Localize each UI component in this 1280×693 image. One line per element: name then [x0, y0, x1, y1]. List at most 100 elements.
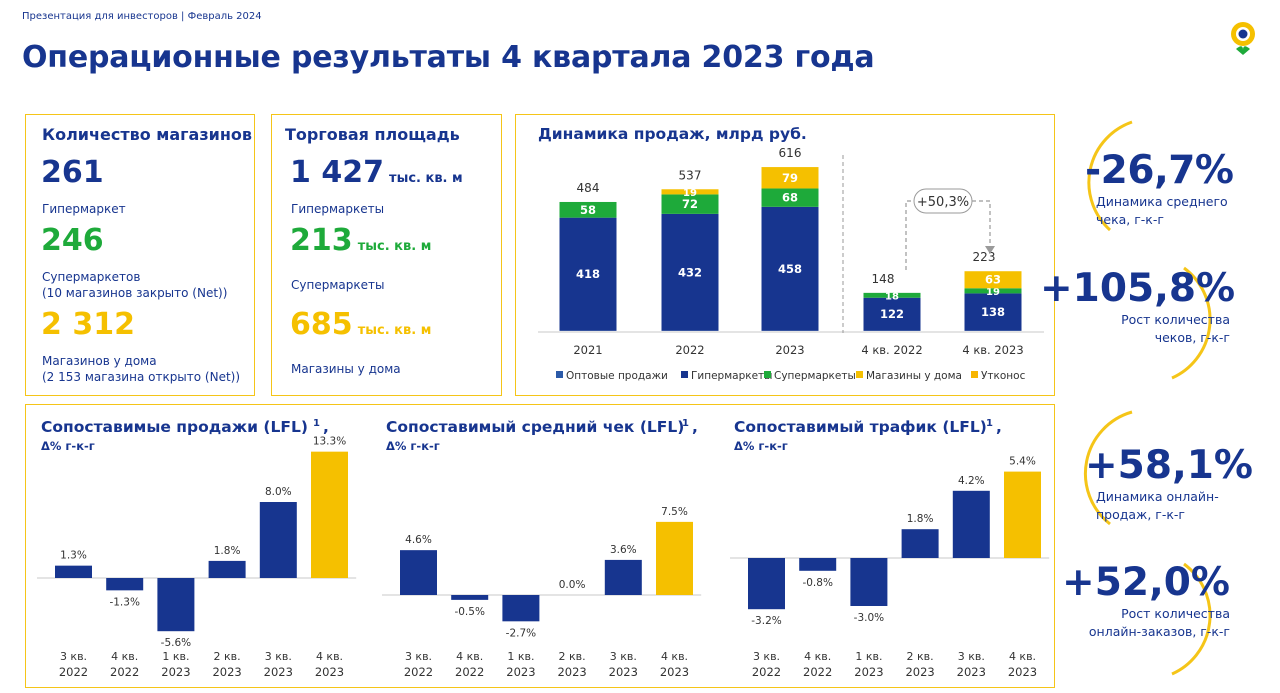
kpi-online-sales: +58,1% Динамика онлайн- продаж, г-к-г — [1085, 443, 1265, 524]
lfl-category-quarter: 4 кв. — [111, 650, 138, 663]
presentation-subtitle: Презентация для инвесторов | Февраль 202… — [22, 11, 262, 22]
lfl-category-quarter: 3 кв. — [265, 650, 292, 663]
sales-bar-segment — [964, 271, 1022, 289]
lfl-category-year: 2022 — [803, 665, 832, 679]
lfl-chart-title: Сопоставимый средний чек (LFL) — [386, 418, 684, 436]
kpi-online-orders-desc2: онлайн-заказов, г-к-г — [1088, 624, 1230, 639]
sales-category-label: 2021 — [573, 343, 602, 357]
stores-conv-value: 2 312 — [41, 307, 135, 342]
lfl-bar-label: -2.7% — [506, 627, 536, 639]
lfl-category-year: 2022 — [752, 665, 781, 679]
sales-annotation-arrow — [985, 246, 995, 254]
lfl-category-year: 2023 — [1008, 665, 1037, 679]
sales-segment-label: 432 — [678, 265, 702, 279]
sales-bar-segment — [559, 217, 617, 331]
sales-total-label: 616 — [779, 146, 802, 160]
kpi-avg-check-desc1: Динамика среднего — [1096, 194, 1228, 209]
lfl-bar-label: -3.2% — [751, 615, 781, 627]
sales-bar-segment — [761, 188, 819, 207]
lfl-bar — [157, 578, 195, 632]
sales-segment-label: 79 — [782, 171, 798, 185]
sales-total-label: 148 — [872, 272, 895, 286]
sales-segment-label: 122 — [880, 307, 904, 321]
sales-bar-segment — [964, 288, 1022, 294]
lfl-bar — [400, 550, 437, 595]
lfl-category-year: 2022 — [455, 665, 484, 679]
kpi-online-orders-desc1: Рост количества — [1121, 606, 1230, 621]
sales-segment-label: 63 — [985, 273, 1001, 287]
lfl-category-year: 2023 — [161, 665, 190, 679]
lfl-category-quarter: 4 кв. — [1009, 650, 1036, 663]
lfl-bar — [748, 558, 785, 610]
lfl-bar — [259, 502, 297, 578]
kpi-online-sales-value: +58,1% — [1085, 443, 1253, 488]
lfl-category-quarter: 4 кв. — [456, 650, 483, 663]
lfl-category-quarter: 1 кв. — [162, 650, 189, 663]
sales-bar-segment — [661, 194, 719, 214]
lfl-category-year: 2023 — [905, 665, 934, 679]
area-hyper-row: 1 427 тыс. кв. м — [290, 155, 463, 190]
stores-conv-note: (2 153 магазина открыто (Net)) — [42, 370, 241, 384]
sales-total-label: 223 — [973, 250, 996, 264]
sales-segment-label: 72 — [682, 197, 698, 211]
lfl-category-year: 2023 — [264, 665, 293, 679]
sales-annotation-text: +50,3% — [917, 195, 969, 210]
stores-conv-label: Магазинов у дома — [42, 354, 157, 368]
area-super-label: Супермаркеты — [291, 278, 385, 292]
sales-legend-label: Оптовые продажи — [566, 370, 668, 382]
lfl-bar — [311, 451, 348, 578]
kpi-online-orders-value: +52,0% — [1062, 560, 1230, 605]
sales-legend-swatch — [764, 371, 771, 378]
sales-legend-swatch — [856, 371, 863, 378]
sales-annotation-pill — [913, 188, 973, 214]
lfl-category-quarter: 2 кв. — [559, 650, 586, 663]
sales-category-label: 2022 — [675, 343, 704, 357]
lfl-title-comma: , — [996, 418, 1002, 436]
sunflower-logo-icon — [1231, 22, 1255, 55]
sales-segment-label: 58 — [580, 203, 596, 217]
lfl-category-year: 2023 — [957, 665, 986, 679]
sales-bar-segment — [863, 292, 921, 298]
lfl-bar-label: 1.3% — [60, 550, 87, 562]
sales-segment-label: 19 — [986, 287, 1000, 298]
lfl-bar-label: 7.5% — [661, 506, 688, 518]
lfl-category-year: 2023 — [506, 665, 535, 679]
stores-super-label: Супермаркетов — [42, 270, 141, 284]
sales-bar-segment — [661, 213, 719, 331]
lfl-bar — [850, 558, 888, 606]
lfl-bar-label: -0.8% — [802, 577, 832, 589]
kpi-checks-count: +105,8% Рост количества чеков, г-к-г — [1040, 266, 1235, 347]
sales-legend-label: Супермаркеты — [774, 370, 856, 382]
kpi-checks-desc2: чеков, г-к-г — [1154, 330, 1230, 345]
lfl-category-quarter: 3 кв. — [753, 650, 780, 663]
sales-legend-swatch — [971, 371, 978, 378]
lfl-chart-subtitle: Δ% г-к-г — [386, 439, 440, 453]
lfl-title-comma: , — [323, 418, 329, 436]
lfl-bar-label: 8.0% — [265, 486, 292, 498]
sales-category-label: 2023 — [775, 343, 804, 357]
lfl-panel: Сопоставимые продажи (LFL) 1, Δ% г-к-г 1.3%… — [25, 404, 1055, 688]
lfl-category-year: 2023 — [660, 665, 689, 679]
lfl-category-quarter: 2 кв. — [214, 650, 241, 663]
sales-bar-segment — [761, 206, 819, 331]
lfl-category-quarter: 3 кв. — [610, 650, 637, 663]
area-title: Торговая площадь — [285, 125, 460, 144]
stores-super-value: 246 — [41, 223, 104, 258]
lfl-title-superscript: 1 — [986, 418, 993, 429]
kpi-arc-1 — [1087, 120, 1133, 232]
sales-legend-label: Магазины у дома — [866, 370, 962, 382]
stores-hyper-value: 261 — [41, 155, 104, 190]
sales-chart-title: Динамика продаж, млрд руб. — [538, 125, 807, 143]
kpi-arcs — [1083, 120, 1212, 676]
lfl-chart-title: Сопоставимый трафик (LFL) — [734, 418, 987, 436]
sales-total-label: 537 — [679, 168, 702, 182]
area-conv-row: 685 тыс. кв. м — [290, 307, 431, 342]
lfl-category-year: 2022 — [404, 665, 433, 679]
stores-panel: Количество магазинов 261 Гипермаркет 246… — [25, 114, 255, 396]
area-hyper-unit: тыс. кв. м — [389, 171, 463, 186]
kpi-arc-3 — [1083, 410, 1133, 526]
lfl-category-year: 2022 — [59, 665, 88, 679]
lfl-chart-subtitle: Δ% г-к-г — [41, 439, 95, 453]
lfl-category-quarter: 3 кв. — [405, 650, 432, 663]
page-title: Операционные результаты 4 квартала 2023 … — [22, 40, 875, 75]
